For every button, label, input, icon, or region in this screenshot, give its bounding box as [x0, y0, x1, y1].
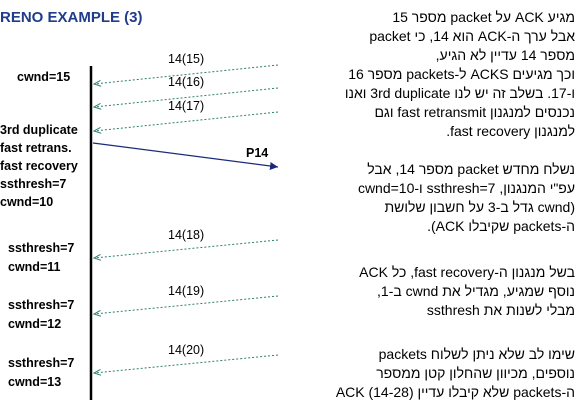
ack-label-2: 14(16)	[168, 75, 205, 89]
state4-cwnd: cwnd=13	[8, 375, 62, 389]
ack-label-5: 14(19)	[168, 284, 205, 298]
ack-label-4: 14(18)	[168, 228, 205, 242]
state1-line-2: fast retrans.	[0, 141, 72, 155]
state4-ssthresh: ssthresh=7	[8, 356, 75, 370]
state-block-1: 3rd duplicate fast retrans. fast recover…	[0, 121, 78, 211]
ack-arrow-2	[94, 87, 279, 107]
state3-cwnd: cwnd=12	[8, 317, 62, 331]
ack-arrow-3	[94, 111, 279, 131]
explanation-paragraph-2: נשלח מחדש packet מספר 14, אבל עפ"י המנגנ…	[357, 161, 575, 234]
ack-arrow-5	[94, 295, 279, 314]
state2-cwnd: cwnd=11	[8, 260, 61, 274]
ack-arrow-4	[94, 239, 279, 258]
explanation-paragraph-3: בשל מנגנון ה-fast recovery, כל ACK נוסף …	[359, 264, 575, 318]
ack-label-6: 14(20)	[168, 343, 205, 357]
packet-label: P14	[246, 146, 269, 160]
ack-arrow-1	[94, 64, 279, 84]
ack-arrow-6	[94, 354, 279, 373]
state1-line-5: cwnd=10	[0, 195, 54, 209]
state1-line-1: 3rd duplicate	[0, 123, 78, 137]
slide-title: RENO EXAMPLE (3)	[0, 9, 143, 26]
ack-label-3: 14(17)	[168, 99, 205, 113]
state2-ssthresh: ssthresh=7	[8, 241, 75, 255]
explanation-paragraph-4: שימו לב שלא ניתן לשלוח packets נוספים, מ…	[335, 346, 575, 400]
packet-arrow-p14	[92, 142, 279, 170]
state1-line-3: fast recovery	[0, 159, 78, 173]
state1-line-4: ssthresh=7	[0, 177, 67, 191]
ack-label-1: 14(15)	[168, 52, 205, 66]
cwnd-initial-label: cwnd=15	[17, 70, 71, 84]
state3-ssthresh: ssthresh=7	[8, 298, 75, 312]
explanation-paragraph-1: מגיע ACK על packet מספר 15 אבל ערך ה-ACK…	[344, 9, 575, 139]
